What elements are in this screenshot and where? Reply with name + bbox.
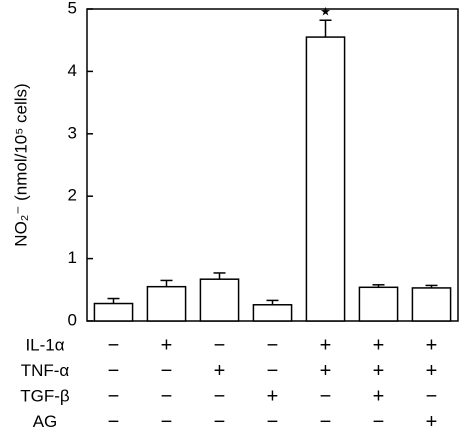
treatment-sign: −	[320, 385, 332, 407]
treatment-sign: −	[161, 385, 173, 407]
treatment-sign: +	[320, 360, 332, 382]
treatment-sign: +	[373, 360, 385, 382]
treatment-sign: +	[426, 411, 438, 433]
treatment-sign: −	[214, 411, 226, 433]
error-bar	[213, 272, 226, 280]
y-tick-label: 5	[68, 0, 77, 17]
error-bar	[160, 279, 173, 287]
bar	[358, 286, 399, 322]
treatment-sign: −	[373, 411, 385, 433]
treatment-sign: −	[426, 385, 438, 407]
error-bar	[107, 297, 120, 304]
treatment-sign: +	[426, 334, 438, 356]
treatment-sign: +	[426, 360, 438, 382]
treatment-sign: −	[267, 360, 279, 382]
error-bar	[425, 284, 438, 288]
treatment-label: AG	[33, 412, 58, 431]
error-bar	[266, 299, 279, 305]
treatment-sign: −	[267, 334, 279, 356]
y-axis-label: NO₂⁻ (nmol/10⁵ cells)	[11, 83, 30, 246]
treatment-sign: −	[214, 334, 226, 356]
y-tick-label: 1	[68, 248, 77, 267]
error-bar	[319, 19, 332, 38]
treatment-sign: −	[108, 411, 120, 433]
y-tick-label: 3	[68, 123, 77, 142]
treatment-sign: −	[108, 334, 120, 356]
bar	[93, 302, 134, 322]
treatment-sign: +	[320, 334, 332, 356]
bar	[146, 285, 187, 322]
treatment-sign: −	[214, 385, 226, 407]
treatment-sign: +	[161, 334, 173, 356]
error-bar	[372, 284, 385, 288]
bar	[252, 304, 293, 322]
treatment-sign: −	[267, 411, 279, 433]
treatment-sign: +	[373, 385, 385, 407]
treatment-label: TGF-β	[20, 386, 70, 405]
treatment-sign: +	[214, 360, 226, 382]
treatment-sign: +	[267, 385, 279, 407]
plot-frame	[86, 8, 459, 322]
y-tick-label: 0	[68, 310, 77, 329]
treatment-sign: +	[373, 334, 385, 356]
bar	[411, 287, 452, 322]
bar	[199, 278, 240, 322]
treatment-sign: −	[320, 411, 332, 433]
treatment-sign: −	[161, 411, 173, 433]
treatment-sign: −	[108, 385, 120, 407]
treatment-sign: −	[161, 360, 173, 382]
treatment-label: IL-1α	[25, 335, 64, 354]
significance-mark: ★	[320, 4, 331, 18]
y-tick-label: 2	[68, 186, 77, 205]
treatment-label: TNF-α	[21, 361, 70, 380]
y-tick-label: 4	[68, 61, 77, 80]
treatment-sign: −	[108, 360, 120, 382]
bar	[305, 36, 346, 322]
